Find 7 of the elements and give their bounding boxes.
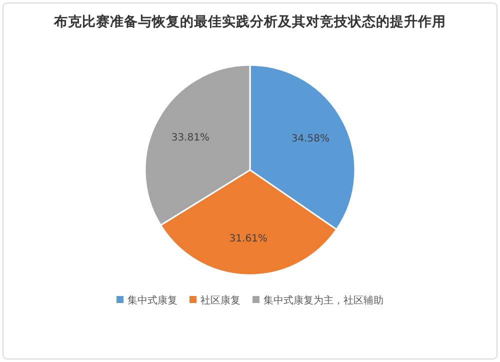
data-label: 31.61% [229,234,268,245]
legend-label: 集中式康复 [128,294,178,306]
data-label: 33.81% [171,132,210,144]
data-label: 34.58% [291,134,330,145]
legend-label: 集中式康复为主，社区辅助 [264,294,384,306]
legend-label: 社区康复 [200,294,240,306]
chart-title: 布克比赛准备与恢复的最佳实践分析及其对竞技状态的提升作用 [53,13,446,30]
